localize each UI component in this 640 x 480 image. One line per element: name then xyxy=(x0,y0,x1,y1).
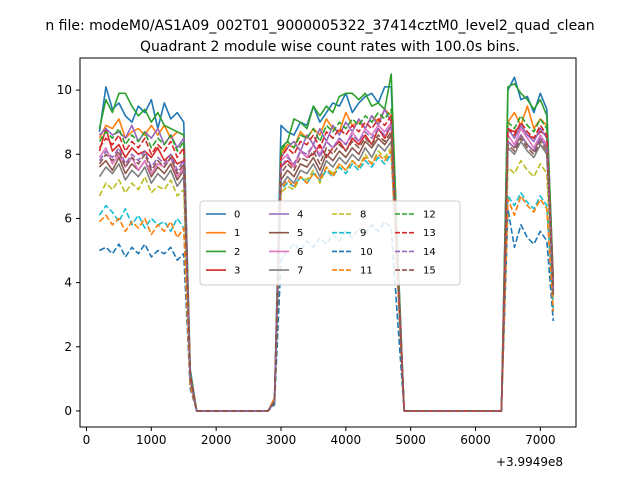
y-tick-label: 2 xyxy=(64,340,72,354)
x-axis-offset-label: +3.9949e8 xyxy=(496,455,563,469)
plot-area xyxy=(98,73,555,412)
legend-label: 15 xyxy=(423,266,436,277)
chart-title: Quadrant 2 module wise count rates with … xyxy=(140,39,520,55)
y-tick-label: 10 xyxy=(57,83,72,97)
plot-frame xyxy=(79,57,577,428)
legend-label: 7 xyxy=(297,266,303,277)
legend-label: 9 xyxy=(360,228,366,239)
legend-label: 12 xyxy=(423,210,436,221)
legend-label: 13 xyxy=(423,228,436,239)
x-tick-label: 6000 xyxy=(460,433,491,447)
legend-label: 4 xyxy=(297,210,303,221)
x-tick-label: 7000 xyxy=(525,433,556,447)
x-tick-label: 2000 xyxy=(201,433,232,447)
x-tick-label: 1000 xyxy=(136,433,167,447)
legend-label: 3 xyxy=(234,266,240,277)
legend-label: 6 xyxy=(297,247,303,258)
legend-label: 1 xyxy=(234,228,240,239)
x-tick-label: 4000 xyxy=(331,433,362,447)
y-tick-label: 6 xyxy=(64,211,72,225)
x-tick-label: 0 xyxy=(83,433,91,447)
legend-label: 10 xyxy=(360,247,373,258)
legend-label: 11 xyxy=(360,266,373,277)
y-tick-label: 8 xyxy=(64,147,72,161)
figure-suptitle: n file: modeM0/AS1A09_002T01_9000005322_… xyxy=(45,18,594,34)
legend-label: 8 xyxy=(360,210,366,221)
y-tick-label: 0 xyxy=(64,404,72,418)
series-line-9 xyxy=(98,153,555,412)
x-tick-label: 3000 xyxy=(266,433,297,447)
series-line-15 xyxy=(98,131,555,412)
y-tick-label: 4 xyxy=(64,276,72,290)
legend-label: 2 xyxy=(234,247,240,258)
legend-label: 5 xyxy=(297,228,303,239)
legend-box xyxy=(199,200,461,286)
x-tick-label: 5000 xyxy=(395,433,426,447)
legend-label: 14 xyxy=(423,247,436,258)
legend-label: 0 xyxy=(234,210,240,221)
